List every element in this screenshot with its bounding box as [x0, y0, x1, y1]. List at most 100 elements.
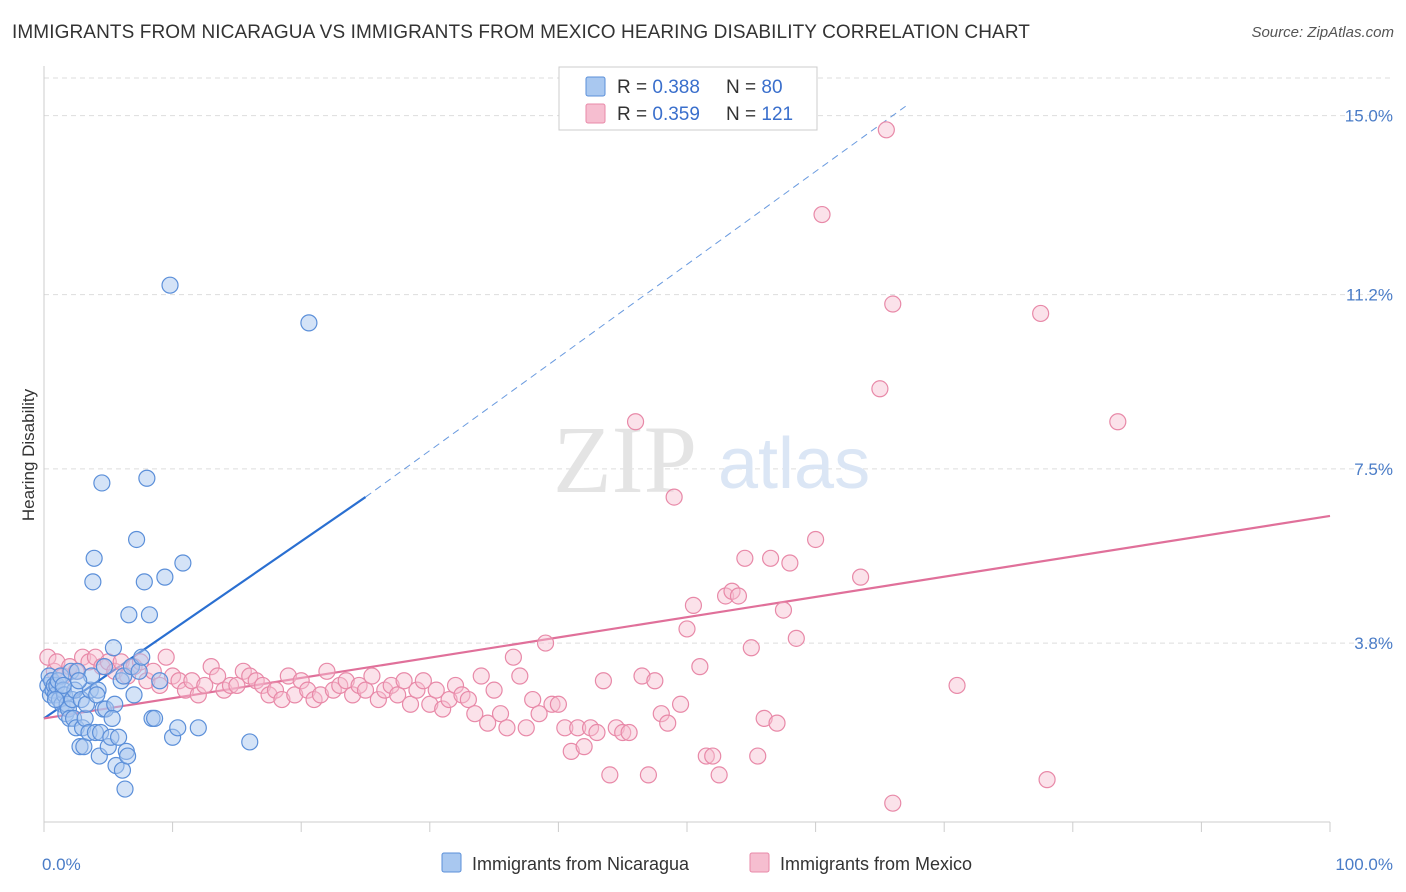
- mexico-point: [948, 676, 966, 695]
- tick-labels: 3.8% 7.5% 11.2% 15.0% 0.0% 100.0%: [42, 107, 1393, 874]
- mexico-point: [729, 587, 748, 605]
- nicaragua-point: [156, 568, 174, 586]
- mexico-point: [755, 709, 773, 728]
- mexico-point: [684, 596, 703, 614]
- mexico-point: [761, 549, 780, 567]
- mexico-point: [813, 205, 831, 224]
- legend-r-label: R =: [617, 77, 652, 98]
- bottom-legend-swatch-nicaragua: [441, 852, 462, 873]
- y-tick-label: 3.8%: [1354, 634, 1393, 653]
- mexico-point: [202, 658, 220, 676]
- mexico-point: [498, 719, 516, 737]
- mexico-point: [774, 601, 793, 619]
- nicaragua-point: [140, 606, 159, 624]
- mexico-point: [39, 648, 57, 666]
- mexico-point: [401, 695, 420, 713]
- mexico-point: [884, 794, 902, 812]
- nicaragua-point: [120, 606, 138, 624]
- nicaragua-point: [85, 549, 103, 567]
- nicaragua-point: [151, 672, 169, 690]
- mexico-point: [408, 681, 426, 699]
- nicaragua-point: [174, 554, 192, 572]
- mexico-point: [196, 676, 214, 695]
- mexico-point: [588, 723, 606, 742]
- mexico-point: [459, 690, 477, 709]
- watermark-zip: ZIP: [553, 406, 697, 513]
- mexico-point: [575, 738, 593, 756]
- nicaragua-point: [189, 719, 207, 737]
- legend-n-value: 80: [761, 77, 782, 98]
- nicaragua-point: [84, 573, 102, 591]
- svg-text:R = 0.359: R = 0.359: [617, 104, 700, 125]
- mexico-point: [369, 690, 387, 709]
- mexico-point: [633, 667, 651, 685]
- mexico-point: [446, 676, 465, 695]
- mexico-point: [479, 714, 497, 732]
- nicaragua-point: [118, 747, 137, 765]
- mexico-point: [395, 672, 413, 690]
- mexico-point: [652, 705, 670, 723]
- mexico-point: [678, 620, 696, 638]
- mexico-point: [787, 629, 805, 647]
- nicaragua-point: [104, 639, 123, 657]
- legend-r-value: 0.388: [652, 77, 700, 98]
- mexico-point: [569, 719, 587, 737]
- svg-text:N = 80: N = 80: [726, 77, 783, 98]
- mexico-point: [781, 554, 799, 572]
- nicaragua-point: [145, 709, 164, 728]
- y-axis-label: Hearing Disability: [19, 388, 38, 521]
- mexico-point: [221, 676, 240, 695]
- mexico-point: [620, 723, 638, 742]
- x-tick-label: 0.0%: [42, 855, 81, 874]
- mexico-point: [543, 695, 561, 713]
- mexico-point: [626, 413, 645, 431]
- nicaragua-point: [116, 780, 134, 798]
- mexico-point: [884, 295, 902, 313]
- mexico-point: [697, 747, 715, 765]
- mexico-point: [691, 658, 709, 676]
- legend-n-value: 121: [761, 104, 793, 125]
- mexico-point: [852, 568, 870, 586]
- mexico-point: [189, 686, 207, 704]
- mexico-point: [434, 700, 452, 718]
- nicaragua-point: [241, 733, 259, 751]
- mexico-point: [1032, 304, 1050, 323]
- mexico-point: [511, 667, 529, 685]
- mexico-point: [389, 686, 407, 704]
- mexico-points: [39, 121, 1127, 812]
- svg-text:N = 121: N = 121: [726, 104, 793, 125]
- mexico-point: [742, 639, 760, 657]
- nicaragua-point: [70, 672, 88, 690]
- mexico-point: [614, 723, 632, 742]
- mexico-point: [768, 714, 786, 732]
- nicaragua-point: [76, 709, 94, 728]
- mexico-point: [382, 676, 400, 695]
- mexico-point: [524, 690, 542, 709]
- mexico-point: [704, 747, 722, 765]
- mexico-point: [491, 705, 510, 723]
- y-tick-label: 15.0%: [1345, 107, 1393, 126]
- mexico-point: [266, 681, 285, 699]
- nicaragua-point: [103, 709, 121, 728]
- mexico-point: [311, 686, 330, 704]
- legend-swatch-nicaragua: [585, 76, 606, 97]
- mexico-point: [318, 662, 336, 680]
- mexico-point: [170, 672, 188, 690]
- mexico-point: [646, 672, 664, 690]
- mexico-point: [363, 667, 381, 685]
- mexico-point: [517, 719, 535, 737]
- legend-r-value: 0.359: [652, 104, 700, 125]
- mexico-point: [183, 672, 201, 690]
- nicaragua-point: [88, 686, 106, 704]
- mexico-point: [659, 714, 677, 732]
- mexico-point: [594, 672, 613, 690]
- mexico-point: [871, 380, 889, 398]
- nicaragua-point: [130, 662, 148, 680]
- mexico-point: [639, 766, 658, 784]
- chart-title: IMMIGRANTS FROM NICARAGUA VS IMMIGRANTS …: [12, 22, 1031, 43]
- mexico-point: [337, 672, 355, 690]
- mexico-point: [157, 648, 175, 666]
- watermark-atlas: atlas: [718, 424, 870, 504]
- bottom-legend: Immigrants from Nicaragua Immigrants fro…: [441, 852, 972, 874]
